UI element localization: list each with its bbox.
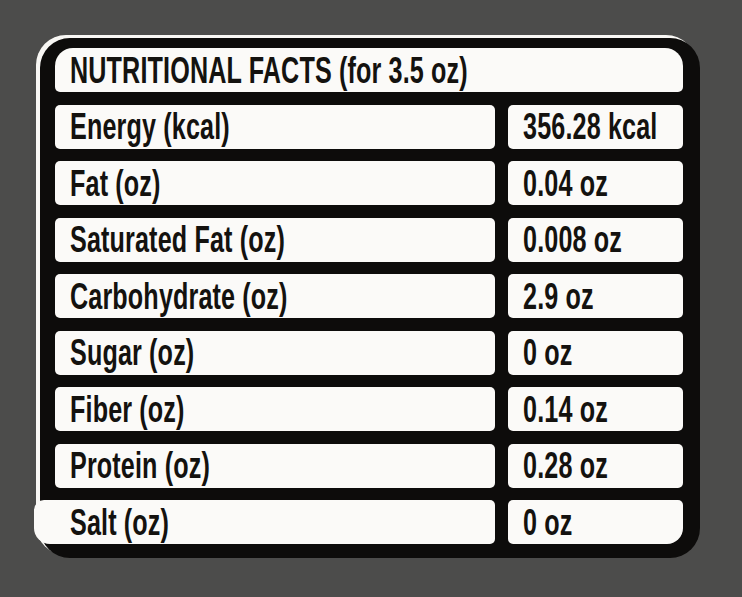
nutrient-name: Protein (oz) [70, 447, 210, 484]
nutrient-name-cell: Fat (oz) [55, 161, 495, 205]
nutrient-name-cell: Saturated Fat (oz) [55, 218, 495, 262]
label-header: NUTRITIONAL FACTS (for 3.5 oz) [55, 48, 683, 92]
nutrient-value-cell: 0.008 oz [508, 218, 683, 262]
nutrient-name-cell: Protein (oz) [55, 444, 495, 488]
nutrient-name: Energy (kcal) [70, 108, 230, 145]
nutrient-name: Fat (oz) [70, 165, 161, 202]
table-row-carbohydrate: Carbohydrate (oz) 2.9 oz [55, 274, 683, 318]
nutrient-name-cell: Carbohydrate (oz) [55, 274, 495, 318]
nutrient-name: Carbohydrate (oz) [70, 278, 288, 315]
nutrient-name: Fiber (oz) [70, 391, 185, 428]
nutrient-name-cell: Salt (oz) [34, 500, 495, 544]
table-row-energy: Energy (kcal) 356.28 kcal [55, 105, 683, 149]
nutrient-name: Saturated Fat (oz) [70, 221, 285, 258]
nutrient-value: 0 oz [523, 334, 572, 371]
nutrient-value-cell: 0.04 oz [508, 161, 683, 205]
nutrient-value: 0.14 oz [523, 391, 608, 428]
nutrient-value-cell: 0 oz [508, 331, 683, 375]
nutrient-name: Salt (oz) [70, 504, 169, 541]
table-row-sugar: Sugar (oz) 0 oz [55, 331, 683, 375]
nutrient-value-cell: 0.14 oz [508, 387, 683, 431]
nutrient-name-cell: Energy (kcal) [55, 105, 495, 149]
table-row-saturated-fat: Saturated Fat (oz) 0.008 oz [55, 218, 683, 262]
table-row-fat: Fat (oz) 0.04 oz [55, 161, 683, 205]
nutrient-value: 0.04 oz [523, 165, 608, 202]
label-title: NUTRITIONAL FACTS (for 3.5 oz) [70, 52, 468, 89]
nutrient-name: Sugar (oz) [70, 334, 194, 371]
table-row-salt: Salt (oz) 0 oz [55, 500, 683, 544]
table-row-fiber: Fiber (oz) 0.14 oz [55, 387, 683, 431]
nutrient-name-cell: Sugar (oz) [55, 331, 495, 375]
nutrient-name-cell: Fiber (oz) [55, 387, 495, 431]
table-row-protein: Protein (oz) 0.28 oz [55, 444, 683, 488]
nutrition-label-card: NUTRITIONAL FACTS (for 3.5 oz) Energy (k… [40, 38, 700, 558]
nutrition-label-screenshot: NUTRITIONAL FACTS (for 3.5 oz) Energy (k… [0, 0, 742, 597]
nutrient-value: 2.9 oz [523, 278, 594, 315]
nutrient-value: 0.28 oz [523, 447, 608, 484]
nutrient-value-cell: 356.28 kcal [508, 105, 683, 149]
nutrient-value-cell: 0 oz [508, 500, 683, 544]
nutrient-value-cell: 2.9 oz [508, 274, 683, 318]
nutrient-value-cell: 0.28 oz [508, 444, 683, 488]
nutrient-value: 0.008 oz [523, 221, 622, 258]
nutrient-value: 0 oz [523, 504, 572, 541]
nutrient-value: 356.28 kcal [523, 108, 657, 145]
